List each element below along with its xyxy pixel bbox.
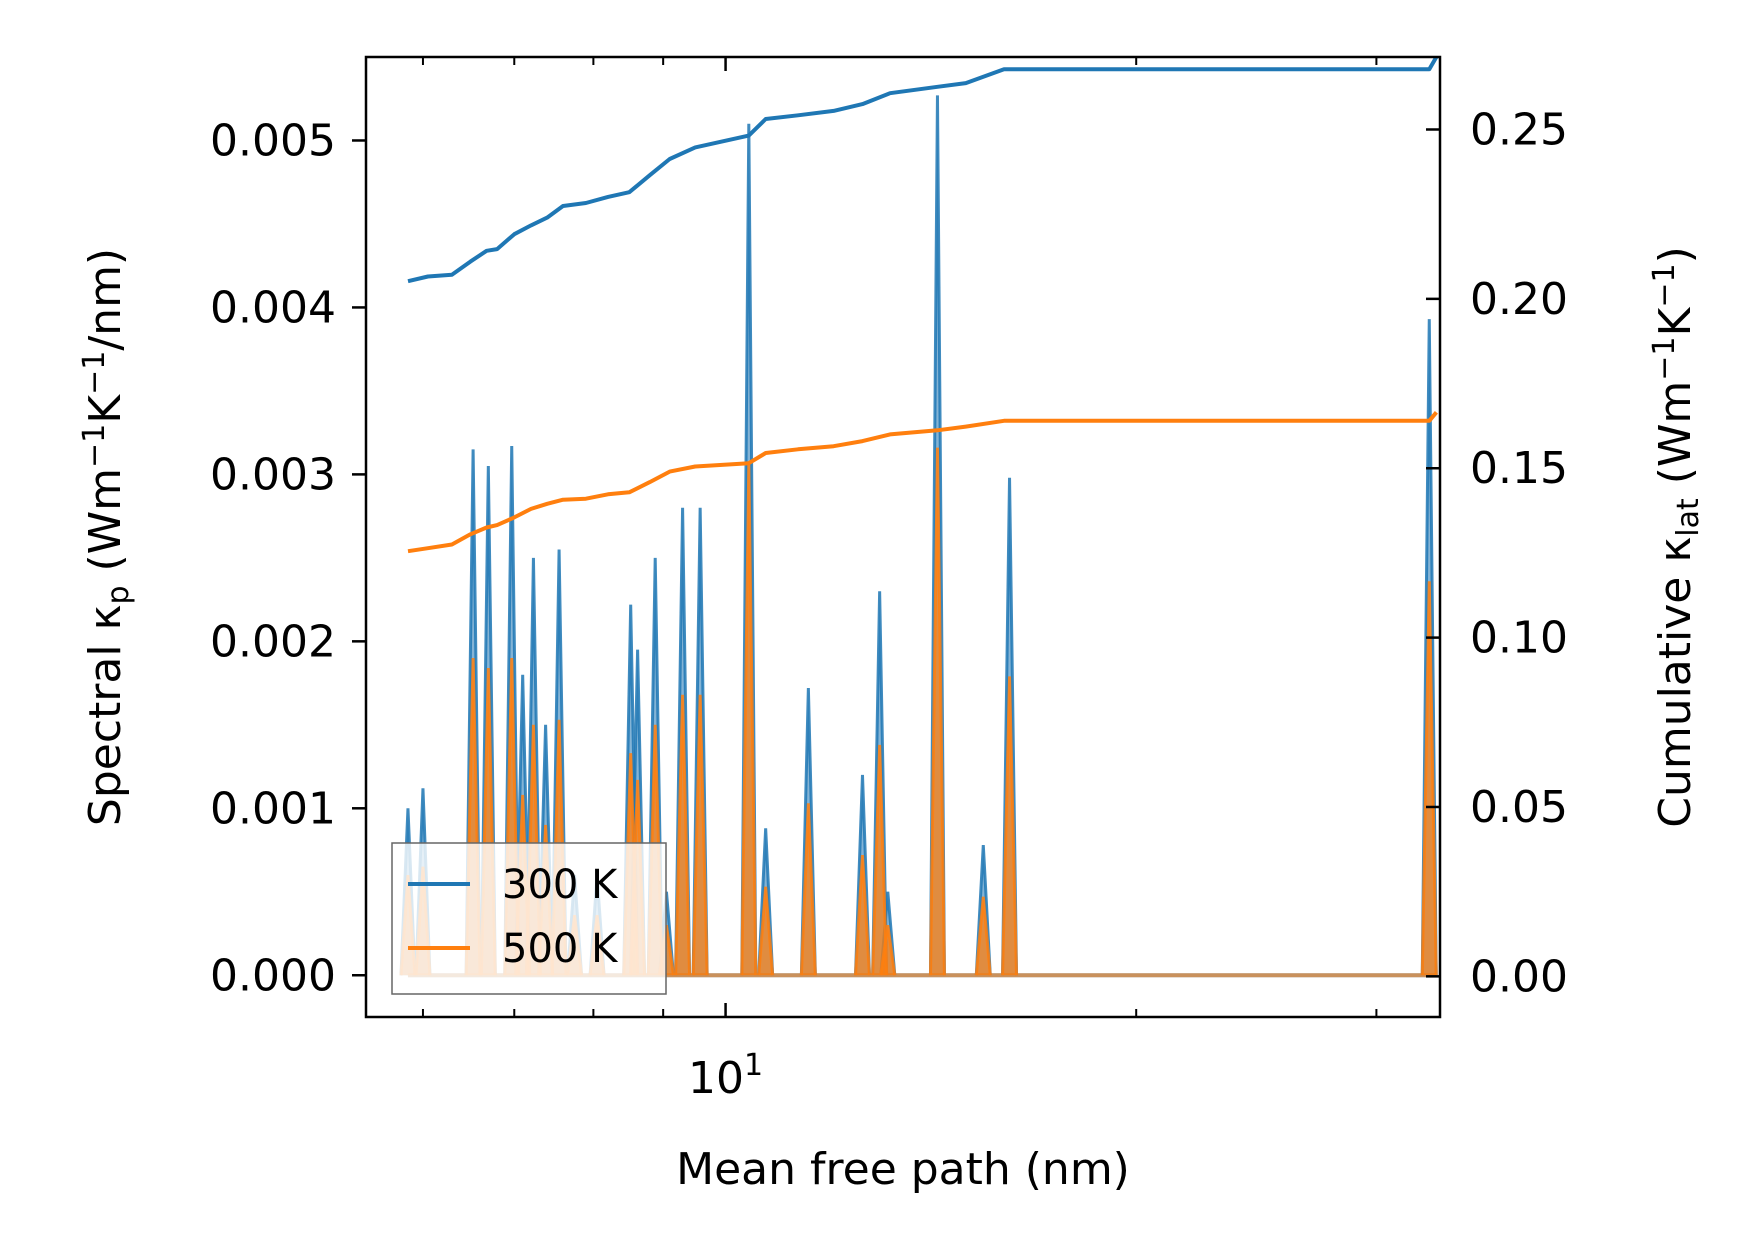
legend: 300 K 500 K: [391, 842, 667, 995]
right-tick-label-5: 0.25: [1470, 104, 1568, 155]
spectral-300k-spike-3: [479, 466, 497, 976]
spectral-500k-area-19: [801, 803, 816, 976]
spectral-300k-spike-21: [871, 591, 889, 976]
tick-labels: 0.000 0.001 0.002 0.003 0.004 0.005 0.00 0.05 0.…: [210, 104, 1568, 1104]
spectral-500k-spike-24: [974, 896, 992, 976]
spectral-500k-area-22: [880, 925, 895, 976]
spectral-500k-spike-21: [871, 744, 889, 976]
spectral-300k-spike-24: [974, 844, 992, 976]
x-tick-label-0: 101: [688, 1048, 763, 1104]
cumulative-300k-line: [407, 55, 1439, 284]
x-axis-label: Mean free path (nm): [676, 1144, 1130, 1195]
spectral-300k-spike-23: [928, 95, 946, 976]
spectral-500k-area-25: [1002, 676, 1017, 976]
legend-label-300k: 300 K: [502, 862, 619, 908]
spectral-300k-spike-18: [757, 828, 775, 976]
legend-label-500k: 500 K: [502, 926, 619, 972]
spectral-300k-spike-20: [853, 774, 871, 976]
right-tick-label-1: 0.05: [1470, 782, 1568, 833]
spectral-500k-area-20: [855, 855, 870, 976]
cumulative-500k-line: [407, 411, 1438, 554]
spectral-500k-area-17: [741, 464, 756, 976]
spectral-500k-spike-22: [879, 924, 897, 976]
spectral-500k-area-18: [758, 886, 773, 976]
y-axis-label-right: Cumulative κlat (Wm−1K−1): [1647, 246, 1706, 828]
spectral-300k-spike-25: [1001, 477, 1019, 976]
spectral-500k-area-26: [1422, 581, 1437, 976]
spectral-500k-spike-20: [853, 854, 871, 976]
spectral-500k-spike-15: [674, 694, 692, 976]
left-tick-label-1: 0.001: [210, 783, 336, 834]
axis-ticks: [352, 57, 1440, 1017]
legend-box: [391, 842, 667, 995]
spectral-500k-area-24: [976, 896, 991, 976]
x-tick-label-exponent-0: 1: [744, 1048, 763, 1083]
spectral-300k-spike-15: [674, 507, 692, 976]
spectral-300k-spike-8: [550, 549, 568, 976]
left-tick-label-0: 0.000: [210, 950, 336, 1001]
spectral-500k-area-16: [693, 694, 708, 976]
cumulative-series: [407, 55, 1439, 554]
spectral-300k-spike-26: [1420, 319, 1438, 976]
plot-frame: [364, 55, 1442, 1019]
spectral-500k-spike-19: [799, 803, 817, 976]
left-tick-label-5: 0.005: [210, 115, 336, 166]
spectral-500k-spike-16: [691, 694, 709, 976]
left-tick-label-3: 0.003: [210, 449, 336, 500]
spectral-500k-area-23: [930, 447, 945, 976]
right-tick-label-2: 0.10: [1470, 613, 1568, 664]
right-tick-label-4: 0.20: [1470, 274, 1568, 325]
spectral-500k-spike-23: [928, 447, 946, 976]
spectral-300k-spike-19: [799, 688, 817, 976]
spectral-300k-spike-4: [503, 445, 521, 976]
spectral-500k-area-21: [872, 744, 887, 976]
right-tick-label-0: 0.00: [1470, 951, 1568, 1002]
spectral-300k-spike-13: [646, 557, 664, 976]
spectral-300k-spike-16: [691, 507, 709, 976]
spectral-500k-spike-18: [757, 886, 775, 976]
spectral-500k-spike-25: [1001, 676, 1019, 976]
right-tick-label-3: 0.15: [1470, 443, 1568, 494]
left-tick-label-2: 0.002: [210, 616, 336, 667]
spectral-300k-spike-17: [740, 123, 758, 976]
left-tick-label-4: 0.004: [210, 282, 336, 333]
spectral-500k-area-15: [675, 694, 690, 976]
spectral-300k-spike-2: [464, 449, 482, 976]
spectral-500k-spike-26: [1420, 581, 1438, 976]
spectral-300k-spike-6: [524, 557, 542, 976]
y-axis-label-left: Spectral κp (Wm−1K−1/nm): [77, 248, 136, 826]
